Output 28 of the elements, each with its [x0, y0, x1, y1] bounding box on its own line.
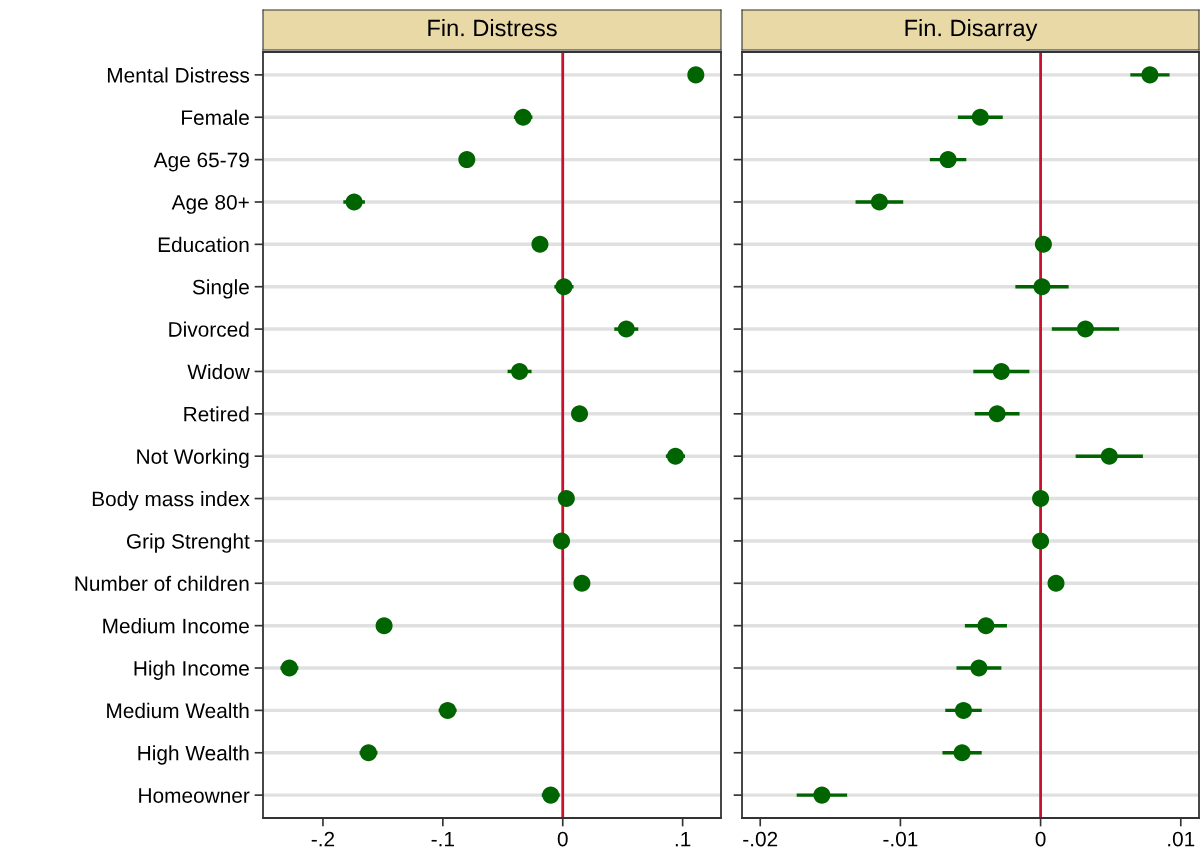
- y-tick-label: Mental Distress: [107, 67, 250, 83]
- y-tick-label: Age 65-79: [153, 152, 249, 172]
- x-tick-label: -.2: [311, 831, 335, 847]
- y-tick-label: Not Working: [137, 448, 249, 469]
- x-tick-label: .01: [1168, 831, 1195, 847]
- y-tick-label: Divorced: [169, 321, 249, 337]
- chart-title: Fin. Distress: [428, 19, 557, 37]
- y-tick-label: Education: [158, 236, 249, 253]
- y-tick-label: High Wealth: [138, 745, 249, 765]
- y-tick-label: Number of children: [75, 575, 249, 592]
- x-tick-label: -.01: [883, 831, 918, 847]
- y-tick-label: Retired: [184, 406, 249, 422]
- y-tick-label: High Income: [134, 660, 249, 680]
- x-tick-label: -.02: [743, 831, 778, 847]
- x-tick-label: 0: [1035, 831, 1046, 847]
- y-tick-label: Grip Strenght: [126, 533, 250, 553]
- y-tick-label: Medium Income: [103, 618, 249, 634]
- y-tick-label: Body mass index: [92, 491, 250, 511]
- y-tick-label: Female: [182, 109, 249, 125]
- chart-title: Fin. Disarray: [905, 19, 1038, 41]
- y-tick-label: Medium Wealth: [107, 702, 249, 719]
- x-tick-label: -.1: [431, 831, 454, 847]
- y-tick-label: Single: [192, 279, 249, 299]
- y-tick-label: Age 80+: [171, 194, 249, 214]
- y-tick-label: Homeowner: [139, 788, 250, 803]
- x-tick-label: 0: [557, 831, 568, 847]
- x-tick-label: .1: [675, 831, 691, 847]
- y-tick-label: Widow: [187, 363, 250, 380]
